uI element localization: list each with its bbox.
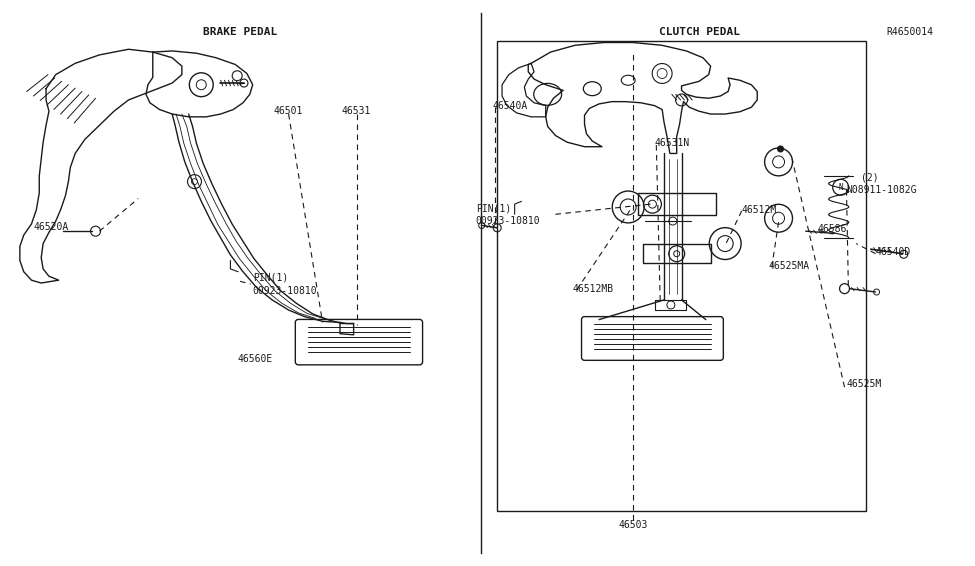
Text: N: N bbox=[838, 183, 843, 192]
Text: BRAKE PEDAL: BRAKE PEDAL bbox=[203, 27, 277, 37]
Bar bbox=[497, 41, 866, 511]
Text: 46531: 46531 bbox=[342, 106, 371, 116]
Text: 46531N: 46531N bbox=[654, 138, 689, 148]
Text: 46586: 46586 bbox=[817, 225, 846, 234]
Text: R4650014: R4650014 bbox=[887, 27, 934, 37]
Text: 46540D: 46540D bbox=[876, 247, 911, 257]
Circle shape bbox=[777, 146, 784, 152]
Text: PIN(1): PIN(1) bbox=[476, 204, 511, 213]
Text: 00923-10810: 00923-10810 bbox=[476, 216, 540, 226]
Text: 46512MB: 46512MB bbox=[573, 284, 614, 294]
Text: 46512M: 46512M bbox=[742, 205, 777, 215]
Text: 46540A: 46540A bbox=[492, 101, 527, 110]
Text: 46501: 46501 bbox=[274, 106, 303, 116]
Text: 46525M: 46525M bbox=[846, 379, 881, 389]
Text: CLUTCH PEDAL: CLUTCH PEDAL bbox=[658, 27, 739, 37]
Text: 46503: 46503 bbox=[618, 520, 647, 530]
Text: PIN(1): PIN(1) bbox=[253, 272, 288, 282]
Text: 46525MA: 46525MA bbox=[769, 261, 810, 271]
Text: 46520A: 46520A bbox=[33, 222, 68, 231]
Text: 46560E: 46560E bbox=[237, 354, 272, 364]
Text: 00923-10810: 00923-10810 bbox=[253, 286, 317, 297]
Text: N08911-1082G: N08911-1082G bbox=[846, 185, 916, 195]
Text: (2): (2) bbox=[861, 172, 878, 182]
